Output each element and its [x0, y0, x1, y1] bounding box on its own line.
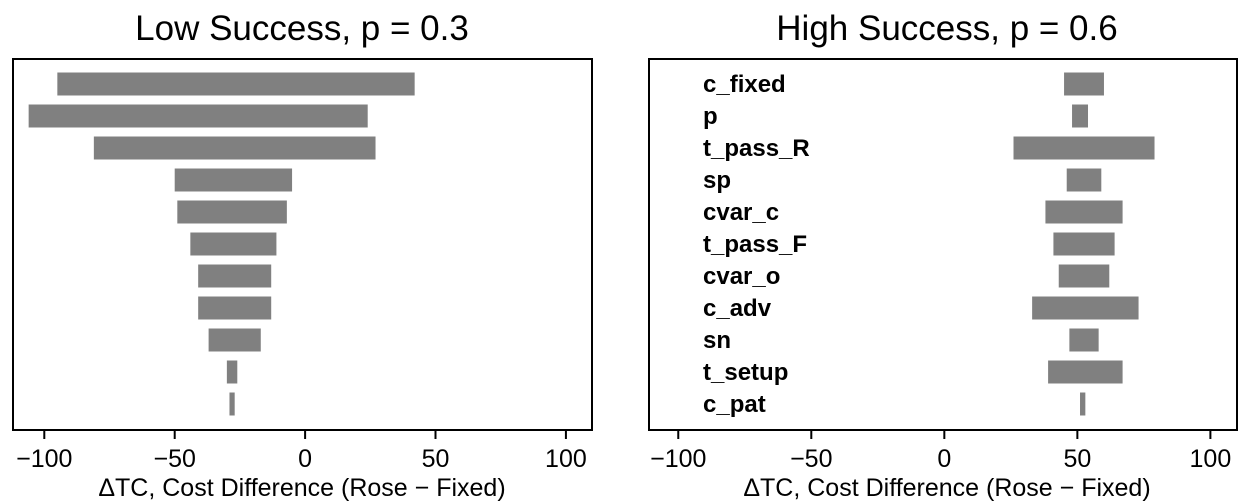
x-axis-label: ΔTC, Cost Difference (Rose − Fixed) [98, 474, 505, 501]
x-axis-label: ΔTC, Cost Difference (Rose − Fixed) [743, 474, 1150, 501]
variable-label: cvar_o [703, 263, 780, 290]
panel-low-success: Low Success, p = 0.3 −100 −50 0 50 100 ΔTC, … [12, 9, 593, 501]
variable-label: c_adv [703, 295, 772, 322]
x-axis-ticks: −100 −50 0 50 100 [16, 430, 587, 473]
panel-high-success: High Success, p = 0.6 −100 −50 0 50 100 c_fi… [648, 9, 1238, 501]
x-tick-label: 50 [1063, 445, 1091, 473]
bar [229, 392, 235, 416]
bar [174, 168, 293, 192]
bar [93, 136, 376, 160]
bar [1064, 72, 1104, 96]
variable-label: p [703, 103, 718, 130]
bar [1066, 168, 1102, 192]
x-tick-label: −100 [16, 445, 72, 473]
panel-title-high-success: High Success, p = 0.6 [776, 9, 1117, 48]
variable-label: t_pass_F [703, 231, 807, 258]
bar-group [28, 72, 415, 416]
bar [198, 264, 272, 288]
x-axis-ticks: −100 −50 0 50 100 [650, 430, 1231, 473]
bar [28, 104, 368, 128]
variable-label: sn [703, 327, 731, 354]
bar [1048, 360, 1123, 384]
bar [1080, 392, 1086, 416]
x-tick-label: 0 [937, 445, 951, 473]
bar [177, 200, 287, 224]
bar [1032, 296, 1139, 320]
variable-label: cvar_c [703, 199, 779, 226]
plot-frame [12, 58, 593, 431]
panel-title-low-success: Low Success, p = 0.3 [135, 9, 469, 48]
bar-group [1013, 72, 1155, 416]
bar [190, 232, 277, 256]
bar [1069, 328, 1099, 352]
plot-frame [648, 58, 1238, 431]
bar [57, 72, 415, 96]
x-tick-label: −50 [790, 445, 832, 473]
bar [208, 328, 261, 352]
bar [1013, 136, 1155, 160]
variable-label: t_pass_R [703, 135, 810, 162]
x-tick-label: 0 [298, 445, 312, 473]
variable-label: c_fixed [703, 71, 786, 98]
bar [1053, 232, 1115, 256]
bar [1058, 264, 1110, 288]
bar [198, 296, 272, 320]
bar [1045, 200, 1123, 224]
variable-label: t_setup [703, 359, 788, 386]
x-tick-label: 100 [1190, 445, 1232, 473]
x-tick-label: 50 [422, 445, 450, 473]
x-tick-label: 100 [545, 445, 587, 473]
x-tick-label: −100 [650, 445, 706, 473]
variable-label: c_pat [703, 391, 766, 418]
bar [226, 360, 238, 384]
variable-label: sp [703, 167, 731, 194]
bar [1072, 104, 1089, 128]
x-tick-label: −50 [153, 445, 195, 473]
